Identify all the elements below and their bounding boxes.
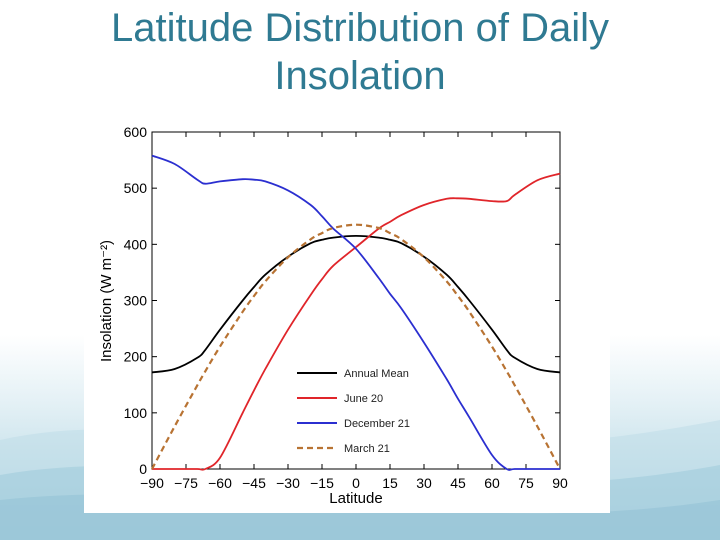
y-tick-label: 0	[139, 461, 147, 477]
x-tick-label: 15	[382, 475, 398, 491]
y-axis-label: Insolation (W m⁻²)	[98, 240, 115, 362]
legend-label-december-21: December 21	[344, 418, 410, 430]
x-tick-label: −45	[242, 475, 266, 491]
x-tick-label: 90	[552, 475, 568, 491]
x-tick-label: 75	[518, 475, 534, 491]
series-line-december-21	[151, 154, 561, 471]
x-tick-label: −90	[140, 475, 164, 491]
series-lines	[151, 154, 561, 471]
chart-container: −90 −75 −60 −45 −30 −15 0 15 30 45 60 75 90 0 100 200 30…	[84, 105, 610, 513]
slide-title: Latitude Distribution of Daily Insolatio…	[40, 4, 680, 100]
series-line-june-20	[152, 172, 561, 471]
legend-label-march-21: March 21	[344, 443, 390, 455]
x-tick-label: −15	[310, 475, 334, 491]
x-tick-label: 30	[416, 475, 432, 491]
y-tick-label: 100	[124, 405, 148, 421]
legend-label-june-20: June 20	[344, 393, 383, 405]
plot-area	[151, 131, 561, 470]
axis-ticks: −90 −75 −60 −45 −30 −15 0 15 30 45 60 75 90 0 100 200 30…	[124, 124, 568, 491]
y-tick-label: 400	[124, 236, 148, 252]
x-tick-label: −30	[276, 475, 300, 491]
series-line-march-21	[151, 223, 561, 470]
y-tick-label: 600	[124, 124, 148, 140]
y-tick-label: 300	[124, 293, 148, 309]
chart-legend: Annual Mean June 20 December 21 March 21	[297, 368, 410, 455]
x-tick-label: −60	[208, 475, 232, 491]
x-tick-label: −75	[174, 475, 198, 491]
x-tick-label: 60	[484, 475, 500, 491]
x-tick-label: 0	[352, 475, 360, 491]
x-tick-label: 45	[450, 475, 466, 491]
x-axis-label: Latitude	[329, 490, 382, 507]
legend-label-annual-mean: Annual Mean	[344, 368, 409, 380]
insolation-chart: −90 −75 −60 −45 −30 −15 0 15 30 45 60 75 90 0 100 200 30…	[98, 124, 568, 507]
slide-title-line-1: Latitude Distribution of Daily	[110, 6, 610, 50]
y-tick-label: 500	[124, 180, 148, 196]
y-tick-label: 200	[124, 349, 148, 365]
slide-title-line-2: Insolation	[274, 54, 446, 98]
series-line-annual-mean	[151, 234, 561, 374]
